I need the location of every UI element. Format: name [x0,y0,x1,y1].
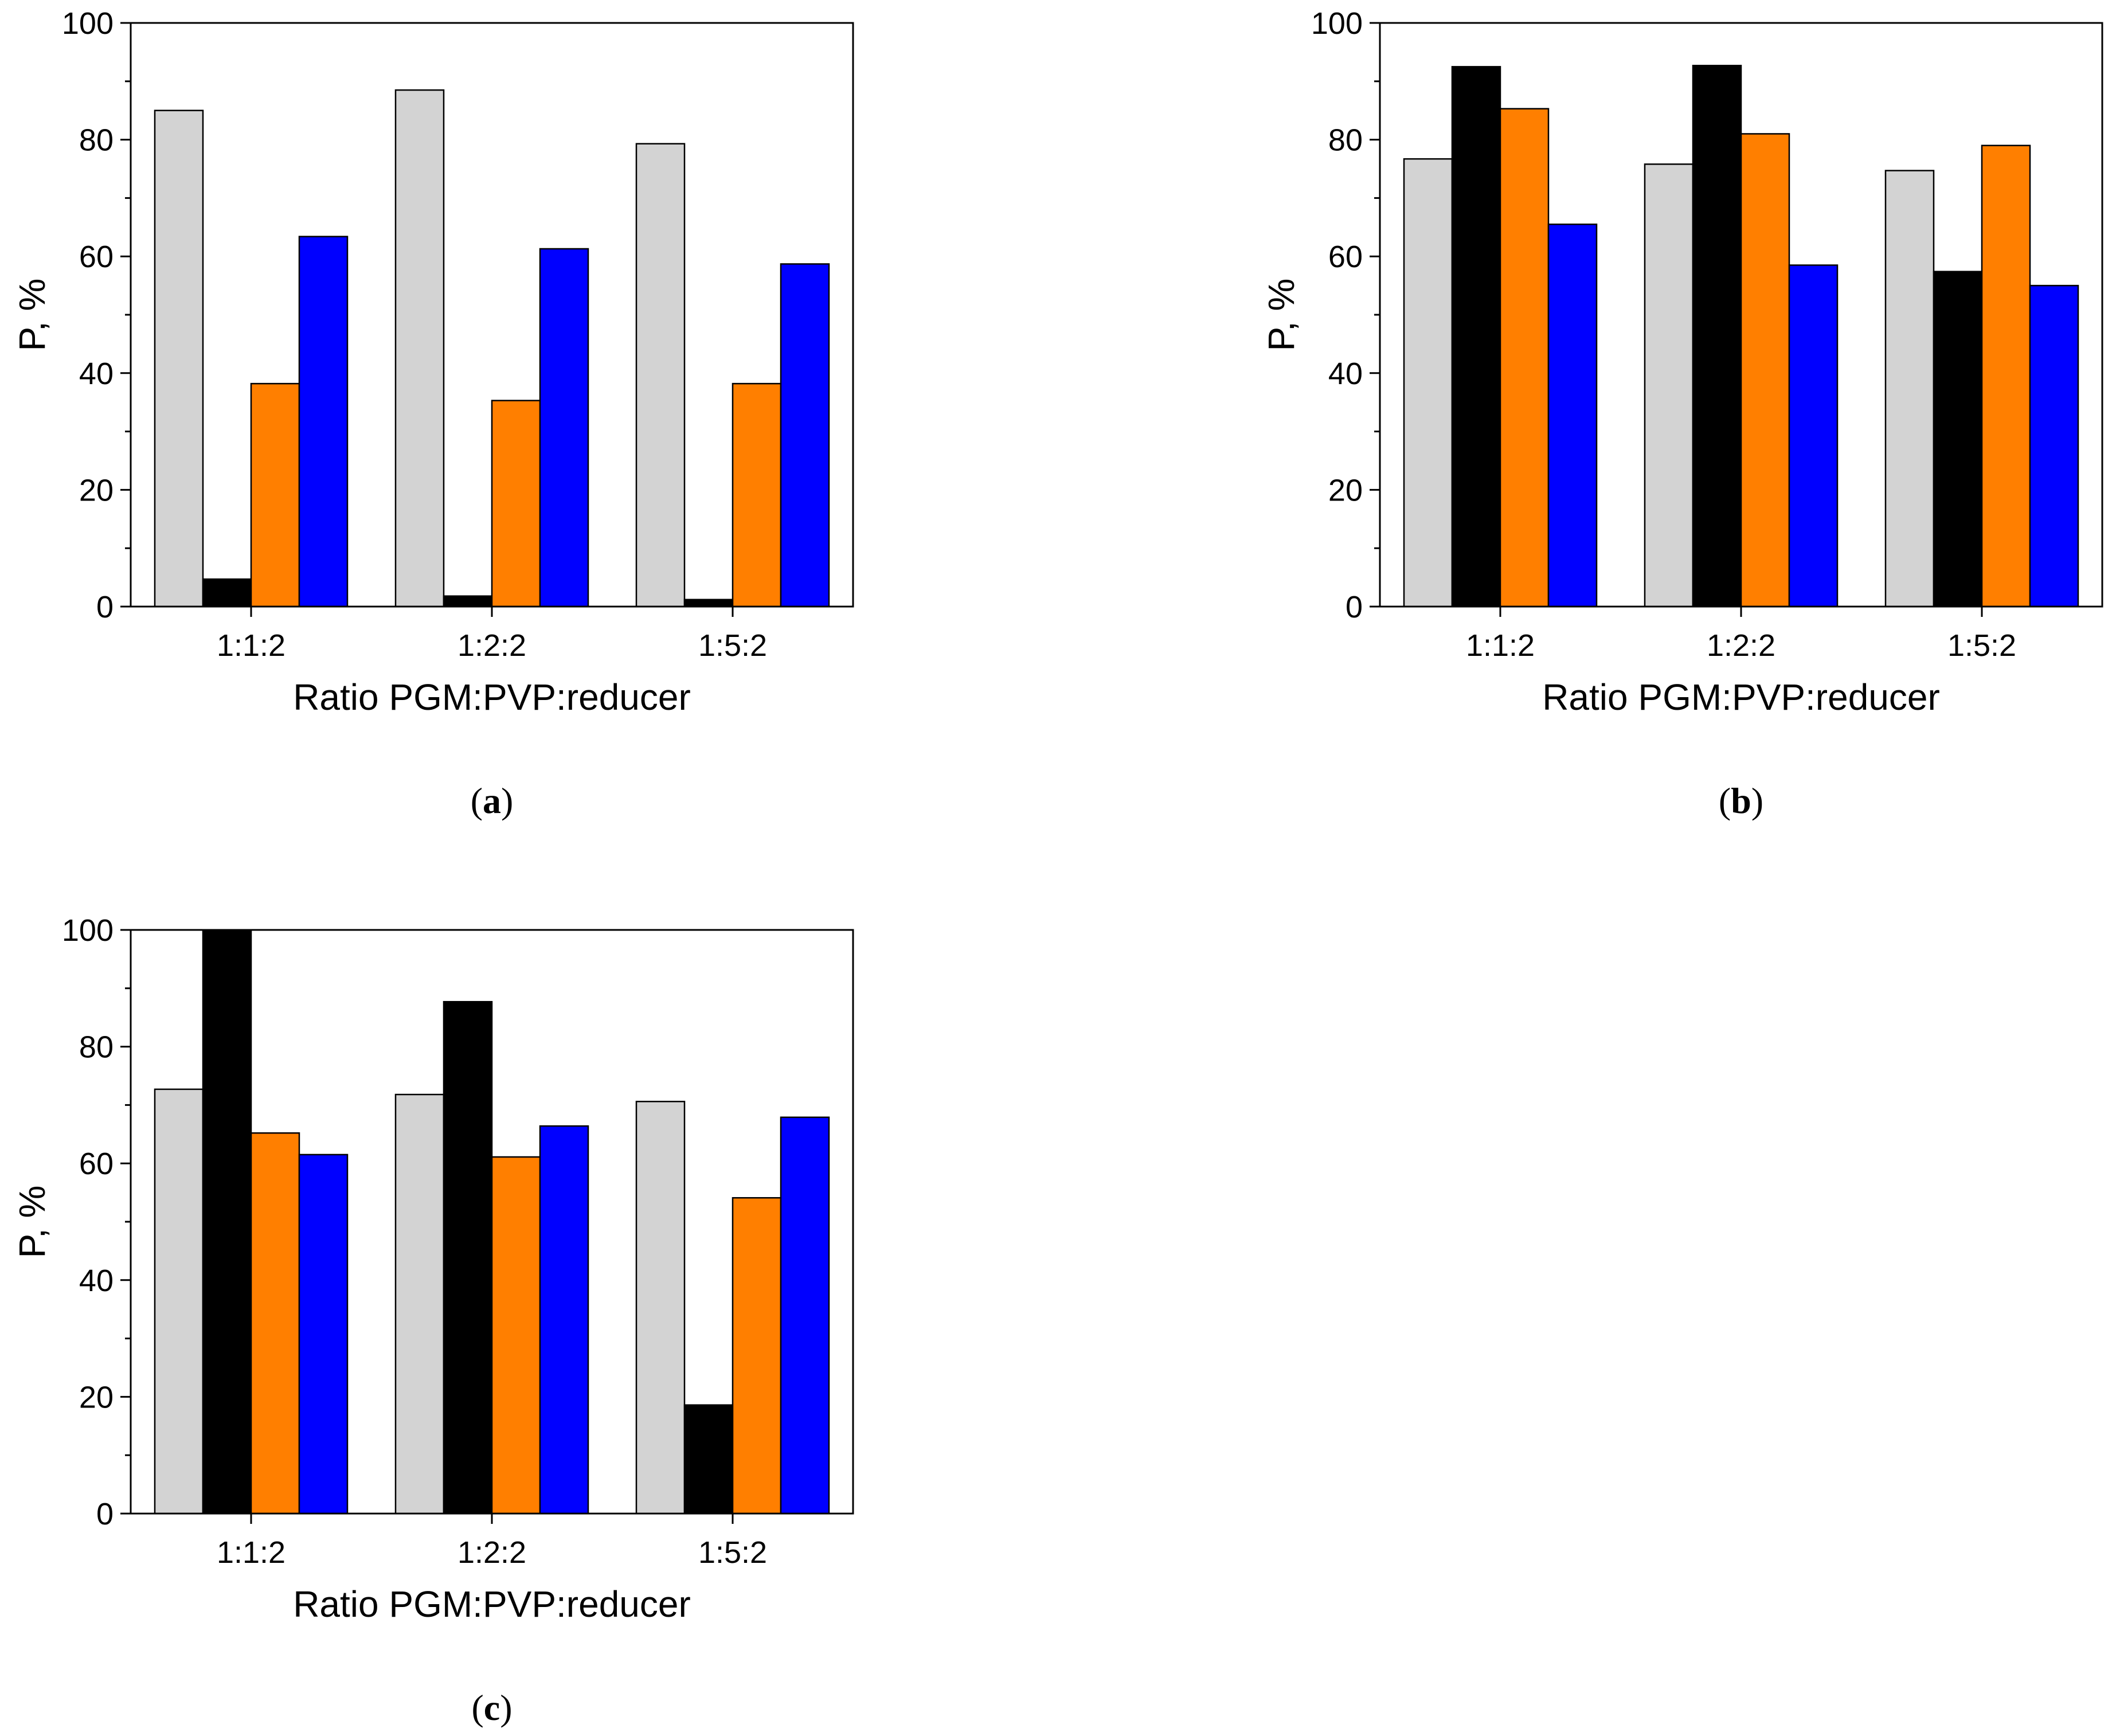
bar-b-1-5-2-series-4 [2029,284,2079,608]
bar-b-1-2-2-series-2 [1692,65,1742,608]
y-tick-label-c-0: 0 [96,1497,114,1531]
bar-b-1-2-2-series-4 [1788,264,1839,608]
x-tick-label-c-1-2-2: 1:2:2 [457,1535,526,1570]
bar-a-1-1-2-series-2 [202,578,252,608]
bar-a-1-5-2-series-2 [683,599,734,608]
bar-b-1-5-2-series-3 [1981,144,2031,608]
y-tick-label-a-100: 100 [62,6,114,41]
bar-c-1-5-2-series-1 [635,1101,686,1515]
bars-b [1403,65,2079,608]
bar-a-1-2-2-series-4 [539,248,589,608]
bar-a-1-2-2-series-2 [443,595,493,608]
bar-a-1-2-2-series-1 [394,89,445,608]
bar-b-1-2-2-series-1 [1644,163,1694,608]
bar-c-1-1-2-series-4 [298,1154,349,1515]
x-tick-label-a-1-2-2: 1:2:2 [457,628,526,663]
chart-panel-c: 0 20 40 60 80 100 1:1:2 1:2:2 1:5:2 P, % Ratio … [11,913,854,1728]
bar-c-1-2-2-series-4 [539,1125,589,1515]
x-tick-label-b-1-1-2: 1:1:2 [1466,628,1535,663]
minor-ticks-b [1374,80,1380,549]
y-tick-label-a-20: 20 [79,473,114,507]
y-tick-label-c-80: 80 [79,1030,114,1065]
bars-c [154,930,830,1515]
y-tick-label-b-40: 40 [1328,357,1363,391]
y-ticks-b: 0 20 40 60 80 100 [1311,6,1380,624]
y-axis-label-b: P, % [1261,279,1302,351]
chart-panel-b: 0 20 40 60 80 100 1:1:2 1:2:2 1:5:2 P, % Ratio … [1261,6,2103,821]
plot-frame-c [130,929,854,1515]
x-ticks-b: 1:1:2 1:2:2 1:5:2 [1466,607,2016,663]
bar-b-1-1-2-series-1 [1403,158,1453,608]
x-tick-label-c-1-1-2: 1:1:2 [217,1535,285,1570]
bar-a-1-1-2-series-1 [154,110,204,608]
plot-frame-b [1379,22,2103,608]
x-tick-label-a-1-1-2: 1:1:2 [217,628,285,663]
y-tick-label-a-60: 60 [79,240,114,274]
x-ticks-a: 1:1:2 1:2:2 1:5:2 [217,607,767,663]
bar-c-1-5-2-series-3 [732,1197,782,1515]
panel-label-a: (a) [471,780,514,821]
panel-label-letter-b: b [1731,780,1751,821]
plot-frame-a [130,22,854,608]
y-tick-label-b-0: 0 [1346,590,1363,624]
y-tick-label-b-100: 100 [1311,6,1363,41]
x-axis-label-a: Ratio PGM:PVP:reducer [293,677,691,718]
bar-b-1-1-2-series-4 [1547,223,1598,608]
y-tick-label-a-0: 0 [96,590,114,624]
bar-c-1-2-2-series-2 [443,1000,493,1515]
bar-c-1-1-2-series-1 [154,1088,204,1515]
panel-label-c: (c) [471,1687,512,1728]
panel-label-letter-a: a [483,780,501,821]
panel-label-letter-c: c [484,1687,500,1728]
bar-a-1-1-2-series-4 [298,236,349,608]
bar-c-1-1-2-series-2 [202,930,252,1515]
y-tick-label-b-20: 20 [1328,473,1363,507]
panel-label-b: (b) [1719,780,1763,821]
minor-ticks-a [125,80,131,549]
y-tick-label-a-80: 80 [79,123,114,158]
y-tick-label-c-100: 100 [62,913,114,948]
x-tick-label-b-1-2-2: 1:2:2 [1707,628,1775,663]
y-axis-label-c: P, % [11,1186,53,1258]
x-axis-label-b: Ratio PGM:PVP:reducer [1542,677,1940,718]
y-ticks-a: 0 20 40 60 80 100 [62,6,131,624]
y-axis-label-a: P, % [11,279,53,351]
bar-a-1-5-2-series-4 [780,263,830,608]
bar-a-1-2-2-series-3 [491,400,541,608]
bar-b-1-5-2-series-2 [1933,271,1983,608]
bar-b-1-1-2-series-3 [1499,108,1550,608]
y-tick-label-b-80: 80 [1328,123,1363,158]
bar-a-1-1-2-series-3 [250,382,300,608]
x-axis-label-c: Ratio PGM:PVP:reducer [293,1583,691,1625]
y-tick-label-c-40: 40 [79,1264,114,1298]
y-ticks-c: 0 20 40 60 80 100 [62,913,131,1531]
bar-c-1-5-2-series-4 [780,1116,830,1515]
x-tick-label-a-1-5-2: 1:5:2 [698,628,767,663]
bar-a-1-5-2-series-1 [635,143,686,608]
bars-a [154,89,830,608]
y-tick-label-a-40: 40 [79,357,114,391]
bar-c-1-2-2-series-3 [491,1156,541,1515]
x-tick-label-b-1-5-2: 1:5:2 [1947,628,2016,663]
x-ticks-c: 1:1:2 1:2:2 1:5:2 [217,1514,767,1570]
x-tick-label-c-1-5-2: 1:5:2 [698,1535,767,1570]
y-tick-label-c-20: 20 [79,1380,114,1414]
bar-a-1-5-2-series-3 [732,382,782,608]
bar-c-1-5-2-series-2 [683,1404,734,1515]
bar-b-1-1-2-series-2 [1451,66,1501,608]
bar-b-1-2-2-series-3 [1740,133,1790,608]
bar-b-1-5-2-series-1 [1884,170,1935,608]
bar-c-1-2-2-series-1 [394,1093,445,1515]
y-tick-label-c-60: 60 [79,1147,114,1181]
chart-panel-a: 0 20 40 60 80 100 1:1:2 1:2:2 1:5:2 P, % Ratio … [11,6,854,821]
y-tick-label-b-60: 60 [1328,240,1363,274]
minor-ticks-c [125,987,131,1456]
bar-c-1-1-2-series-3 [250,1132,300,1515]
